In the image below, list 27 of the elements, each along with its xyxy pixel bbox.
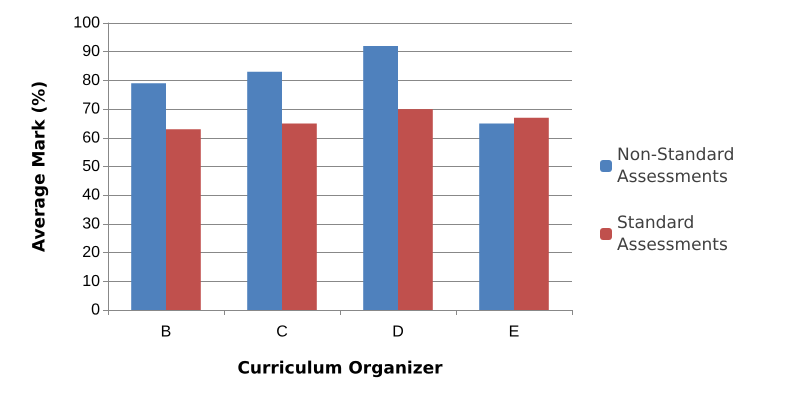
bar — [398, 109, 433, 310]
y-axis-title: Average Mark (%) — [30, 80, 50, 252]
x-tick-label: E — [508, 324, 520, 340]
bar — [282, 123, 317, 310]
y-tick-label: 80 — [82, 72, 100, 89]
y-tick-label: 10 — [82, 272, 100, 290]
x-tick-label: D — [392, 324, 404, 340]
legend-label: Non-Standard Assessments — [617, 145, 740, 187]
y-tick-label: 50 — [82, 158, 100, 175]
bar — [479, 123, 514, 310]
y-tick-label: 90 — [82, 43, 100, 60]
y-tick-label: 30 — [82, 215, 100, 232]
y-tick-label: 40 — [82, 186, 100, 204]
bar — [363, 46, 398, 310]
y-tick-label: 20 — [82, 244, 100, 262]
x-axis-title: Curriculum Organizer — [237, 358, 444, 378]
bar — [131, 83, 166, 310]
y-tick-label: 0 — [91, 302, 100, 318]
bar — [166, 129, 201, 310]
y-tick-label: 70 — [82, 100, 100, 118]
y-tick-label: 60 — [82, 129, 100, 146]
legend-label: Standard Assessments — [617, 213, 728, 255]
bar — [514, 118, 549, 310]
x-tick-label: C — [276, 324, 288, 340]
y-tick-label: 100 — [73, 14, 100, 32]
bar — [247, 72, 282, 310]
x-tick-label: B — [160, 324, 172, 340]
